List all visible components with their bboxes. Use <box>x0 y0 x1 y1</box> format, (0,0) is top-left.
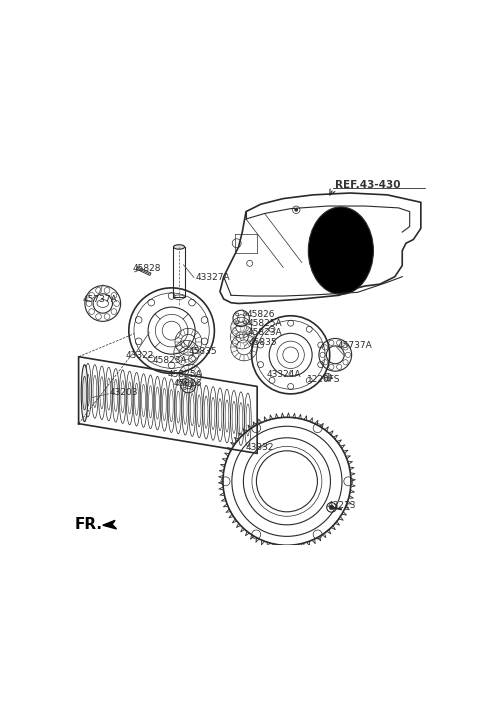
Text: 1220FS: 1220FS <box>307 374 341 383</box>
Text: 45825A: 45825A <box>248 319 282 328</box>
Text: 43213: 43213 <box>328 501 356 510</box>
Text: 45835: 45835 <box>249 338 277 347</box>
Text: REF.43-430: REF.43-430 <box>335 180 401 190</box>
Text: 45823A: 45823A <box>152 356 187 365</box>
Text: 43203: 43203 <box>109 388 138 398</box>
Text: 45826: 45826 <box>173 379 202 388</box>
Text: 45737A: 45737A <box>337 341 372 350</box>
Text: FR.: FR. <box>74 517 102 532</box>
Circle shape <box>324 373 332 381</box>
Text: 43322: 43322 <box>125 351 154 360</box>
Polygon shape <box>103 520 117 529</box>
Circle shape <box>295 208 298 212</box>
Text: 43327A: 43327A <box>196 273 230 282</box>
Ellipse shape <box>173 245 185 249</box>
Text: 45737A: 45737A <box>83 295 117 304</box>
Ellipse shape <box>308 207 373 295</box>
Ellipse shape <box>81 365 88 422</box>
Text: 43332: 43332 <box>246 443 275 452</box>
Text: 43324A: 43324A <box>267 370 301 378</box>
Text: 45823A: 45823A <box>248 328 282 337</box>
Circle shape <box>329 505 334 510</box>
Text: 45826: 45826 <box>247 310 275 320</box>
Text: 45835: 45835 <box>188 347 217 356</box>
Bar <box>173 247 185 297</box>
Text: 45825A: 45825A <box>168 370 203 378</box>
Ellipse shape <box>83 376 86 410</box>
Text: 45828: 45828 <box>132 264 161 273</box>
